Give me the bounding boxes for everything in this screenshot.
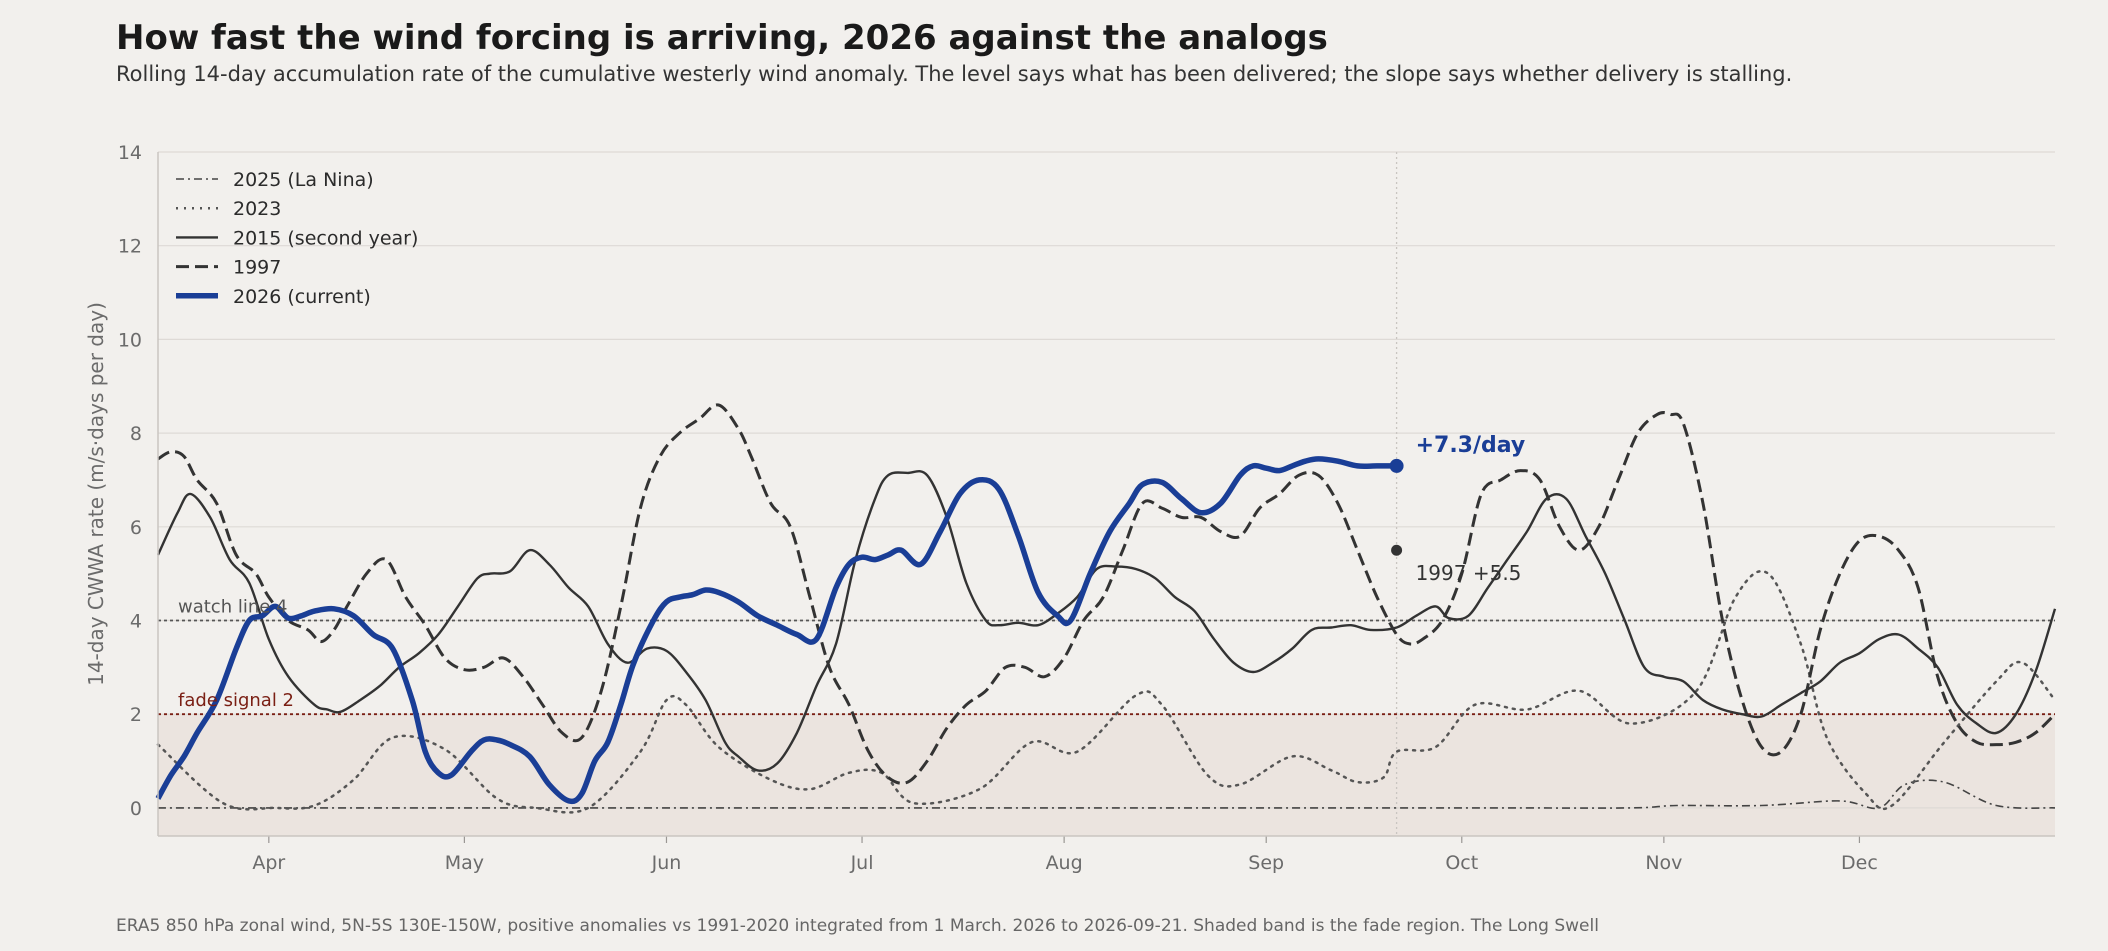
- x-tick-label: Jun: [651, 852, 682, 874]
- y-tick-label: 12: [118, 236, 142, 258]
- y-tick-label: 2: [130, 704, 142, 726]
- y-tick-label: 6: [130, 517, 142, 539]
- endpoint-marker: [1391, 544, 1403, 556]
- y-tick-label: 8: [130, 423, 142, 445]
- series-line: [155, 456, 1397, 805]
- x-tick-label: Nov: [1645, 852, 1682, 874]
- x-tick-label: Aug: [1046, 852, 1083, 874]
- legend-label: 2025 (La Nina): [233, 169, 374, 191]
- x-tick-label: Jul: [850, 852, 874, 874]
- endpoint-annotation: 1997 +5.5: [1416, 561, 1522, 585]
- y-tick-label: 0: [130, 798, 142, 820]
- x-tick-label: Sep: [1248, 852, 1284, 874]
- series-line: [156, 569, 2057, 814]
- y-tick-label: 14: [118, 142, 142, 164]
- x-tick-label: Apr: [252, 852, 285, 874]
- legend-label: 1997: [233, 257, 281, 279]
- y-tick-label: 4: [130, 610, 142, 632]
- legend-label: 2026 (current): [233, 286, 371, 308]
- chart-subtitle: Rolling 14-day accumulation rate of the …: [116, 62, 1793, 86]
- chart-plot: 0 2 4 6 8 10 12 14 Apr May Jun Jul Aug Sep Oct Nov Dec 14…: [84, 142, 2057, 874]
- y-tick-label: 10: [118, 329, 142, 351]
- y-axis-label: 14-day CWWA rate (m/s·days per day): [84, 302, 108, 686]
- series-line: [157, 403, 2057, 785]
- chart-title: How fast the wind forcing is arriving, 2…: [116, 18, 1328, 58]
- legend-label: 2015 (second year): [233, 227, 418, 249]
- endpoint-marker: [1389, 458, 1404, 473]
- fade-band: [158, 714, 2055, 836]
- reference-line-label: watch line 4: [178, 596, 288, 617]
- x-tick-label: Dec: [1841, 852, 1878, 874]
- reference-line-label: fade signal 2: [178, 690, 294, 711]
- legend-label: 2023: [233, 198, 281, 220]
- endpoint-annotation: +7.3/day: [1416, 433, 1526, 458]
- x-tick-label: Oct: [1445, 852, 1478, 874]
- chart-footer: ERA5 850 hPa zonal wind, 5N-5S 130E-150W…: [116, 916, 1599, 936]
- x-tick-label: May: [445, 852, 484, 874]
